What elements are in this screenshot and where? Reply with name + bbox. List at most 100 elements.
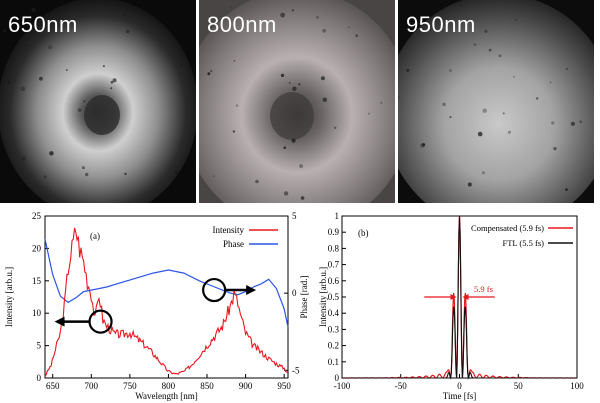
- series-line-intensity: [44, 227, 289, 377]
- y-tick-label: 20: [32, 243, 42, 253]
- y-tick-label: 0.9: [328, 227, 340, 237]
- beam-image-graphic: [0, 0, 196, 203]
- wavelength-label: 950nm: [406, 12, 476, 37]
- speckle-dot: [110, 87, 113, 90]
- y-tick-label: 15: [32, 276, 42, 286]
- speckle-dot: [473, 43, 477, 46]
- speckle-dot: [348, 26, 351, 29]
- speckle-dot: [514, 19, 517, 21]
- speckle-dot: [104, 3, 107, 7]
- x-tick-label: 100: [570, 381, 584, 391]
- spectrum-chart: 650 700 750 800 850 900 950 0 5 10 15 20 25 -5 0 5 Wavel…: [4, 211, 309, 401]
- speckle-dot: [30, 195, 34, 199]
- speckle-dot: [322, 97, 328, 103]
- x-tick-label: 850: [200, 381, 214, 391]
- x-tick-label: 750: [123, 381, 137, 391]
- speckle-dot: [92, 111, 95, 114]
- speckle-dot: [502, 112, 505, 115]
- x-tick-label: 700: [85, 381, 99, 391]
- legend-label-intensity: Intensity: [213, 225, 245, 235]
- speckle-dot: [230, 6, 232, 9]
- y-tick-label: 5: [37, 341, 42, 351]
- speckle-dot: [255, 179, 259, 184]
- beam-image-650: 650nm: [0, 0, 196, 203]
- y-tick-label: 0.7: [328, 260, 340, 270]
- y-tick-label: 0.2: [328, 341, 339, 351]
- fwhm-label: 5.9 fs: [474, 284, 493, 294]
- speckle-dot: [565, 67, 568, 71]
- annotation-arrow-head: [246, 285, 257, 296]
- y-axis-label: Intensity [arb.u.]: [318, 267, 328, 327]
- x-tick-label: 50: [514, 381, 524, 391]
- speckle-dot: [124, 172, 127, 176]
- panel-label: (a): [90, 231, 100, 241]
- speckle-dot: [459, 4, 462, 7]
- speckle-dot: [449, 116, 452, 119]
- speckle-dot: [300, 196, 305, 200]
- y-tick-label: 0.6: [328, 276, 340, 286]
- speckle-dot: [235, 104, 239, 107]
- speckle-dot: [77, 108, 82, 112]
- x-axis-label: Time [fs]: [443, 391, 476, 401]
- y2-tick-label: 0: [292, 288, 297, 298]
- x-axis-label: Wavelength [nm]: [135, 391, 198, 401]
- y-tick-label: 0.4: [328, 308, 340, 318]
- speckle-dot: [322, 28, 327, 33]
- speckle-dot: [210, 69, 213, 73]
- speckle-dot: [289, 82, 291, 84]
- speckle-dot: [280, 12, 285, 18]
- pulse-chart: -100 -50 0 50 100 0 0.1 0.2 0.3 0.4 0.5 0.6 0.7 0.8 0.…: [318, 211, 584, 401]
- y-tick-label: 0: [37, 373, 42, 383]
- speckle-dot: [579, 120, 582, 124]
- speckle-dot: [49, 151, 54, 156]
- speckle-dot: [380, 102, 383, 104]
- speckle-dot: [2, 29, 7, 33]
- speckle-dot: [355, 34, 359, 38]
- speckle-dot: [368, 112, 370, 115]
- speckle-dot: [49, 190, 52, 193]
- speckle-dot: [174, 170, 179, 175]
- x-tick-label: 0: [457, 381, 462, 391]
- speckle-dot: [7, 80, 11, 85]
- speckle-dot: [513, 75, 515, 78]
- speckle-dot: [477, 131, 483, 137]
- panel-label: (b): [358, 228, 369, 238]
- speckle-dot: [85, 172, 89, 177]
- speckle-dot: [43, 175, 47, 179]
- y2-tick-label: 5: [292, 211, 297, 221]
- series-line-ftl: [342, 215, 577, 380]
- speckle-dot: [565, 188, 568, 192]
- speckle-dot: [553, 147, 557, 151]
- speckle-dot: [207, 72, 211, 76]
- speckle-dot: [482, 108, 487, 113]
- y2-tick-label: -5: [292, 365, 300, 375]
- speckle-dot: [180, 63, 183, 67]
- beam-image-graphic: [199, 0, 395, 203]
- speckle-dot: [126, 29, 130, 34]
- beam-image-graphic: [398, 0, 594, 203]
- speckle-dot: [291, 138, 296, 143]
- speckle-dot: [212, 175, 215, 178]
- x-tick-label: 950: [277, 381, 291, 391]
- speckle-dot: [280, 73, 285, 78]
- y-tick-label: 0.5: [328, 292, 340, 302]
- legend-label-ftl: FTL (5.5 fs): [503, 238, 545, 248]
- fwhm-arrow-head: [462, 294, 469, 300]
- speckle-dot: [21, 156, 26, 161]
- speckle-dot: [484, 29, 488, 33]
- y-tick-label: 25: [32, 211, 42, 221]
- speckle-dot: [507, 130, 511, 134]
- speckle-dot: [110, 80, 114, 84]
- speckle-dot: [102, 65, 105, 68]
- speckle-dot: [232, 130, 236, 133]
- y-tick-label: 0.1: [328, 357, 339, 367]
- speckle-dot: [233, 60, 236, 62]
- y-tick-label: 0.8: [328, 243, 340, 253]
- speckle-dot: [398, 95, 400, 99]
- speckle-dot: [299, 164, 304, 169]
- speckle-dot: [31, 7, 36, 13]
- legend-label-phase: Phase: [223, 239, 244, 249]
- speckle-dot: [482, 171, 485, 175]
- speckle-dot: [291, 9, 295, 12]
- speckle-dot: [123, 13, 127, 17]
